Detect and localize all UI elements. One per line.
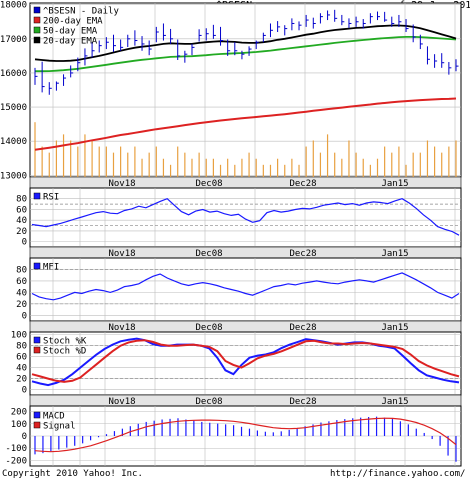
ema200-line: [34, 97, 457, 151]
mfi-y-tick-label-3: 60: [16, 277, 27, 287]
macd-y-tick-label-3: 100: [11, 420, 27, 430]
price-panel-frame: [29, 2, 462, 178]
signal-line: [34, 417, 457, 453]
price-legend-label-1: 200-day EMA: [43, 17, 103, 27]
macd-y-tick-label-1: -100: [5, 444, 27, 454]
price-x-tick-label-0: Nov18: [108, 179, 135, 189]
stoch-y-tick-label-4: 80: [16, 342, 27, 352]
macd-legend-label-0: MACD: [43, 412, 65, 422]
stoch-x-tick-label-2: Dec28: [289, 397, 316, 407]
stoch-y-tick-label-2: 40: [16, 364, 27, 374]
stoch-y-tick-label-3: 60: [16, 353, 27, 363]
rsi-panel-frame: [29, 187, 462, 248]
rsi-x-tick-label-2: Dec28: [289, 249, 316, 259]
rsi-legend-label-0: RSI: [43, 193, 59, 203]
stoch-y-tick-label-0: 0: [22, 386, 27, 396]
rsi-legend-swatch-0: [33, 192, 41, 200]
price-y-tick-label-4: 17000: [0, 35, 27, 45]
stoch-series-line-0: [31, 337, 460, 387]
stoch-legend-label-1: Stoch %D: [43, 347, 86, 357]
stoch-y-tick-label-5: 100: [11, 331, 27, 341]
stoch-series-line-1: [31, 339, 460, 383]
stoch-x-tick-label-0: Nov18: [108, 397, 135, 407]
stoch-y-tick-label-1: 20: [16, 375, 27, 385]
mfi-x-tick-label-0: Nov18: [108, 323, 135, 333]
rsi-series-line-0: [31, 198, 460, 236]
stoch-legend-swatch-1: [33, 346, 41, 354]
macd-legend-swatch-0: [33, 411, 41, 419]
mfi-y-tick-label-0: 0: [22, 311, 27, 321]
stoch-x-tick-label-1: Dec08: [195, 397, 222, 407]
price-y-tick-label-5: 18000: [0, 1, 27, 11]
macd-legend-swatch-1: [33, 421, 41, 429]
mfi-y-tick-label-1: 20: [16, 300, 27, 310]
ema20-line: [34, 24, 457, 62]
stoch-legend-swatch-0: [33, 336, 41, 344]
price-y-tick-label-0: 13000: [0, 171, 27, 181]
price-legend-swatch-1: [33, 16, 41, 24]
mfi-x-tick-label-3: Jan15: [381, 323, 408, 333]
mfi-y-tick-label-2: 40: [16, 288, 27, 298]
price-y-tick-label-1: 14000: [0, 137, 27, 147]
rsi-x-tick-label-3: Jan15: [381, 249, 408, 259]
rsi-y-tick-label-1: 20: [16, 227, 27, 237]
price-legend-swatch-2: [33, 26, 41, 34]
price-x-tick-label-2: Dec28: [289, 179, 316, 189]
rsi-y-tick-label-4: 80: [16, 195, 27, 205]
source-url-link[interactable]: http://finance.yahoo.com/: [330, 469, 466, 479]
macd-legend-label-1: Signal: [43, 422, 76, 432]
macd-y-tick-label-2: 0: [22, 432, 27, 442]
copyright-text: Copyright 2010 Yahoo! Inc.: [2, 469, 143, 479]
ema50-line: [35, 36, 457, 73]
mfi-legend-swatch-0: [33, 262, 41, 270]
price-y-tick-label-3: 16000: [0, 69, 27, 79]
price-y-tick-label-2: 15000: [0, 103, 27, 113]
price-legend-label-2: 50-day EMA: [43, 27, 98, 37]
stoch-legend-label-0: Stoch %K: [43, 337, 87, 347]
price-legend-label-0: ^BSESN - Daily: [43, 7, 119, 17]
rsi-y-tick-label-0: 0: [22, 238, 27, 248]
rsi-x-tick-label-1: Dec08: [195, 249, 222, 259]
stoch-panel-frame: [29, 331, 462, 396]
mfi-x-tick-label-1: Dec08: [195, 323, 222, 333]
macd-y-tick-label-4: 200: [11, 408, 27, 418]
price-legend-swatch-3: [33, 36, 41, 44]
mfi-series-line-0: [31, 272, 460, 301]
rsi-y-tick-label-3: 60: [16, 205, 27, 215]
mfi-legend-label-0: MFI: [43, 263, 59, 273]
rsi-x-tick-label-0: Nov18: [108, 249, 135, 259]
rsi-y-tick-label-2: 40: [16, 216, 27, 226]
mfi-y-tick-label-4: 80: [16, 265, 27, 275]
mfi-panel-frame: [29, 257, 462, 322]
mfi-x-tick-label-2: Dec28: [289, 323, 316, 333]
price-legend-swatch-0: [33, 6, 41, 14]
price-legend-label-3: 20-day EMA: [43, 37, 98, 47]
stoch-x-tick-label-3: Jan15: [381, 397, 408, 407]
price-x-tick-label-3: Jan15: [381, 179, 408, 189]
macd-y-tick-label-0: -200: [5, 456, 27, 466]
price-x-tick-label-1: Dec08: [195, 179, 222, 189]
